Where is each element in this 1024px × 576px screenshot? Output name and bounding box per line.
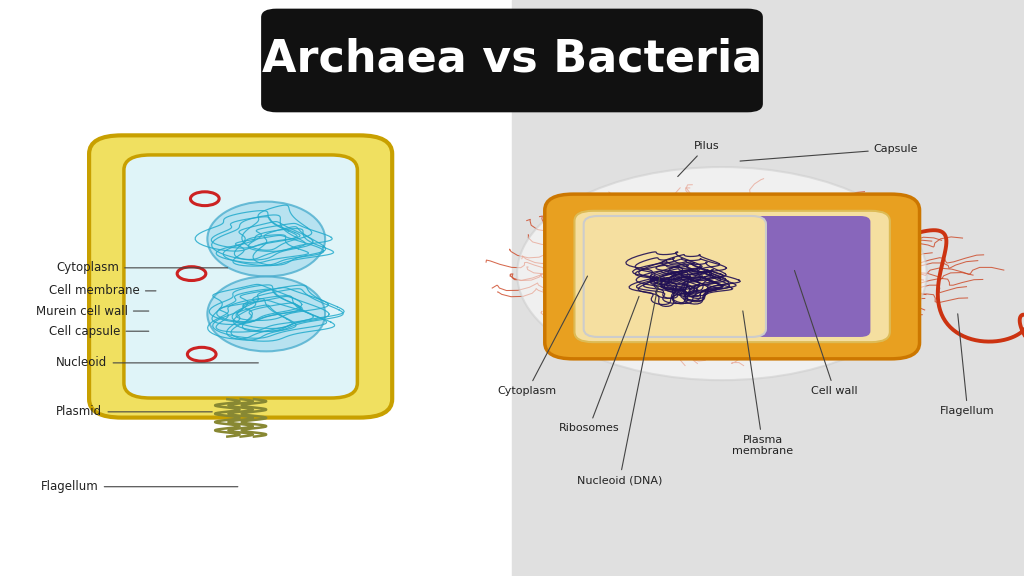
Ellipse shape bbox=[207, 276, 326, 351]
Text: Murein cell wall: Murein cell wall bbox=[36, 305, 148, 317]
Text: Cytoplasm: Cytoplasm bbox=[56, 262, 227, 274]
Text: Cell wall: Cell wall bbox=[795, 271, 858, 396]
Text: Flagellum: Flagellum bbox=[41, 480, 238, 493]
Text: Plasmid: Plasmid bbox=[56, 406, 212, 418]
FancyBboxPatch shape bbox=[584, 216, 766, 337]
Text: Nucleoid: Nucleoid bbox=[56, 357, 258, 369]
Ellipse shape bbox=[207, 202, 326, 276]
Text: Cell capsule: Cell capsule bbox=[49, 325, 148, 338]
Text: Ribosomes: Ribosomes bbox=[558, 297, 639, 433]
Text: Plasma
membrane: Plasma membrane bbox=[732, 311, 794, 456]
FancyBboxPatch shape bbox=[124, 155, 357, 398]
Text: Cell membrane: Cell membrane bbox=[49, 285, 156, 297]
Bar bbox=[0, 0, 512, 576]
Text: Nucleoid (DNA): Nucleoid (DNA) bbox=[577, 276, 663, 485]
FancyBboxPatch shape bbox=[732, 216, 870, 337]
Ellipse shape bbox=[517, 167, 927, 380]
Text: Capsule: Capsule bbox=[740, 144, 919, 161]
FancyBboxPatch shape bbox=[261, 9, 763, 112]
Text: Pilus: Pilus bbox=[678, 141, 720, 177]
Text: Archaea vs Bacteria: Archaea vs Bacteria bbox=[262, 37, 762, 80]
Text: Flagellum: Flagellum bbox=[940, 314, 995, 416]
Bar bbox=[512, 0, 1024, 576]
FancyBboxPatch shape bbox=[545, 194, 920, 359]
FancyBboxPatch shape bbox=[574, 211, 890, 342]
Text: Cytoplasm: Cytoplasm bbox=[498, 276, 588, 396]
FancyBboxPatch shape bbox=[89, 135, 392, 418]
